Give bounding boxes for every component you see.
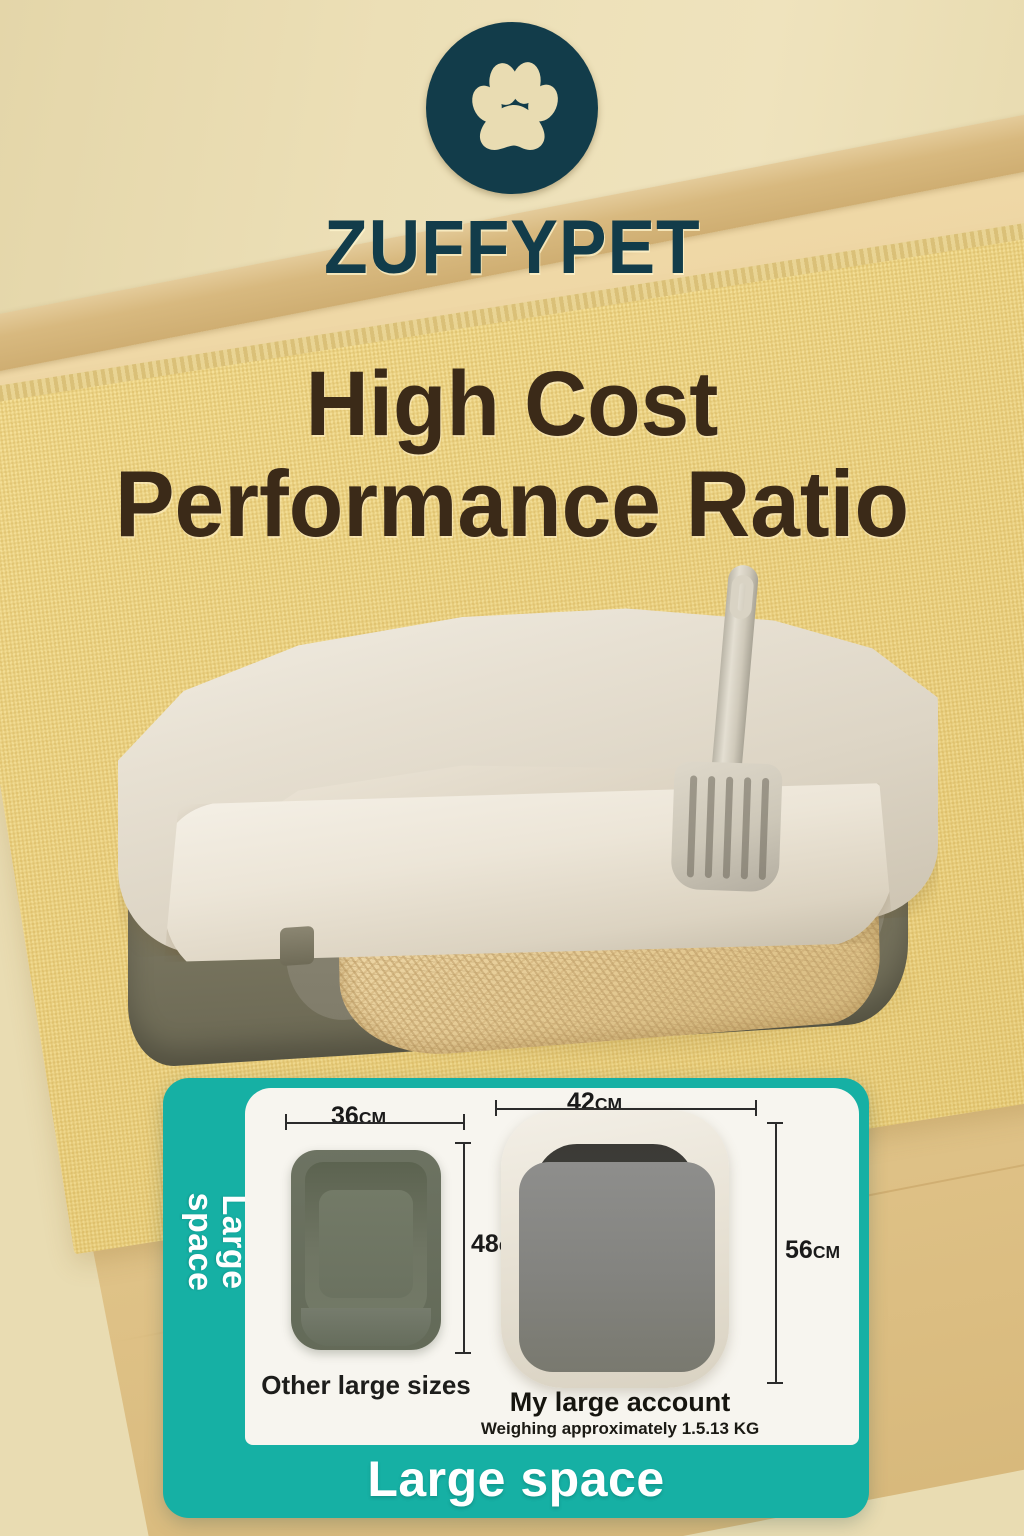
comparison-canvas: 36CM 48CM Other large sizes 42CM [245,1088,859,1445]
dim-tick [767,1382,783,1384]
dim-tick [455,1142,471,1144]
other-size-caption: Other large sizes [261,1370,471,1400]
product-photo-litter-box [110,563,930,1075]
headline-line-1: High Cost [305,353,719,455]
brand-lockup: ZUFFYPET [0,22,1024,286]
our-size-caption-group: My large account Weighing approximately … [477,1387,763,1439]
dim-tick [285,1114,287,1130]
other-width-label: 36CM [331,1102,387,1130]
other-height-dimline [463,1142,465,1354]
brand-logo-badge [426,22,598,194]
other-litter-box-illustration [291,1150,441,1350]
our-height-dimline [775,1122,777,1384]
other-width-dimline [285,1122,465,1124]
our-width-dimline [495,1108,757,1110]
headline: High Cost Performance Ratio [0,353,1024,556]
brand-name: ZUFFYPET [323,205,701,290]
other-box-floor [319,1190,413,1298]
headline-line-2: Performance Ratio [114,450,910,556]
dim-tick [767,1122,783,1124]
our-size-subcaption: Weighing approximately 1.5.13 KG [480,1418,760,1438]
our-height-label: 56CM [785,1236,841,1264]
panel-banner-label: Large space [367,1451,665,1507]
dim-tick [495,1100,497,1116]
scoop-blade [670,760,783,893]
our-box-floor [519,1162,715,1372]
litter-box-latch [280,925,314,967]
other-box-front [301,1308,431,1346]
dim-tick [463,1114,465,1130]
our-litter-box-illustration [501,1110,729,1388]
dim-tick [755,1100,757,1116]
size-comparison-panel: Large space 36CM 48CM Other large sizes [163,1078,869,1518]
panel-side-label: Large space [181,1192,253,1292]
our-size-caption: My large account [509,1387,731,1417]
paw-print-icon [472,62,558,150]
dim-tick [455,1352,471,1354]
